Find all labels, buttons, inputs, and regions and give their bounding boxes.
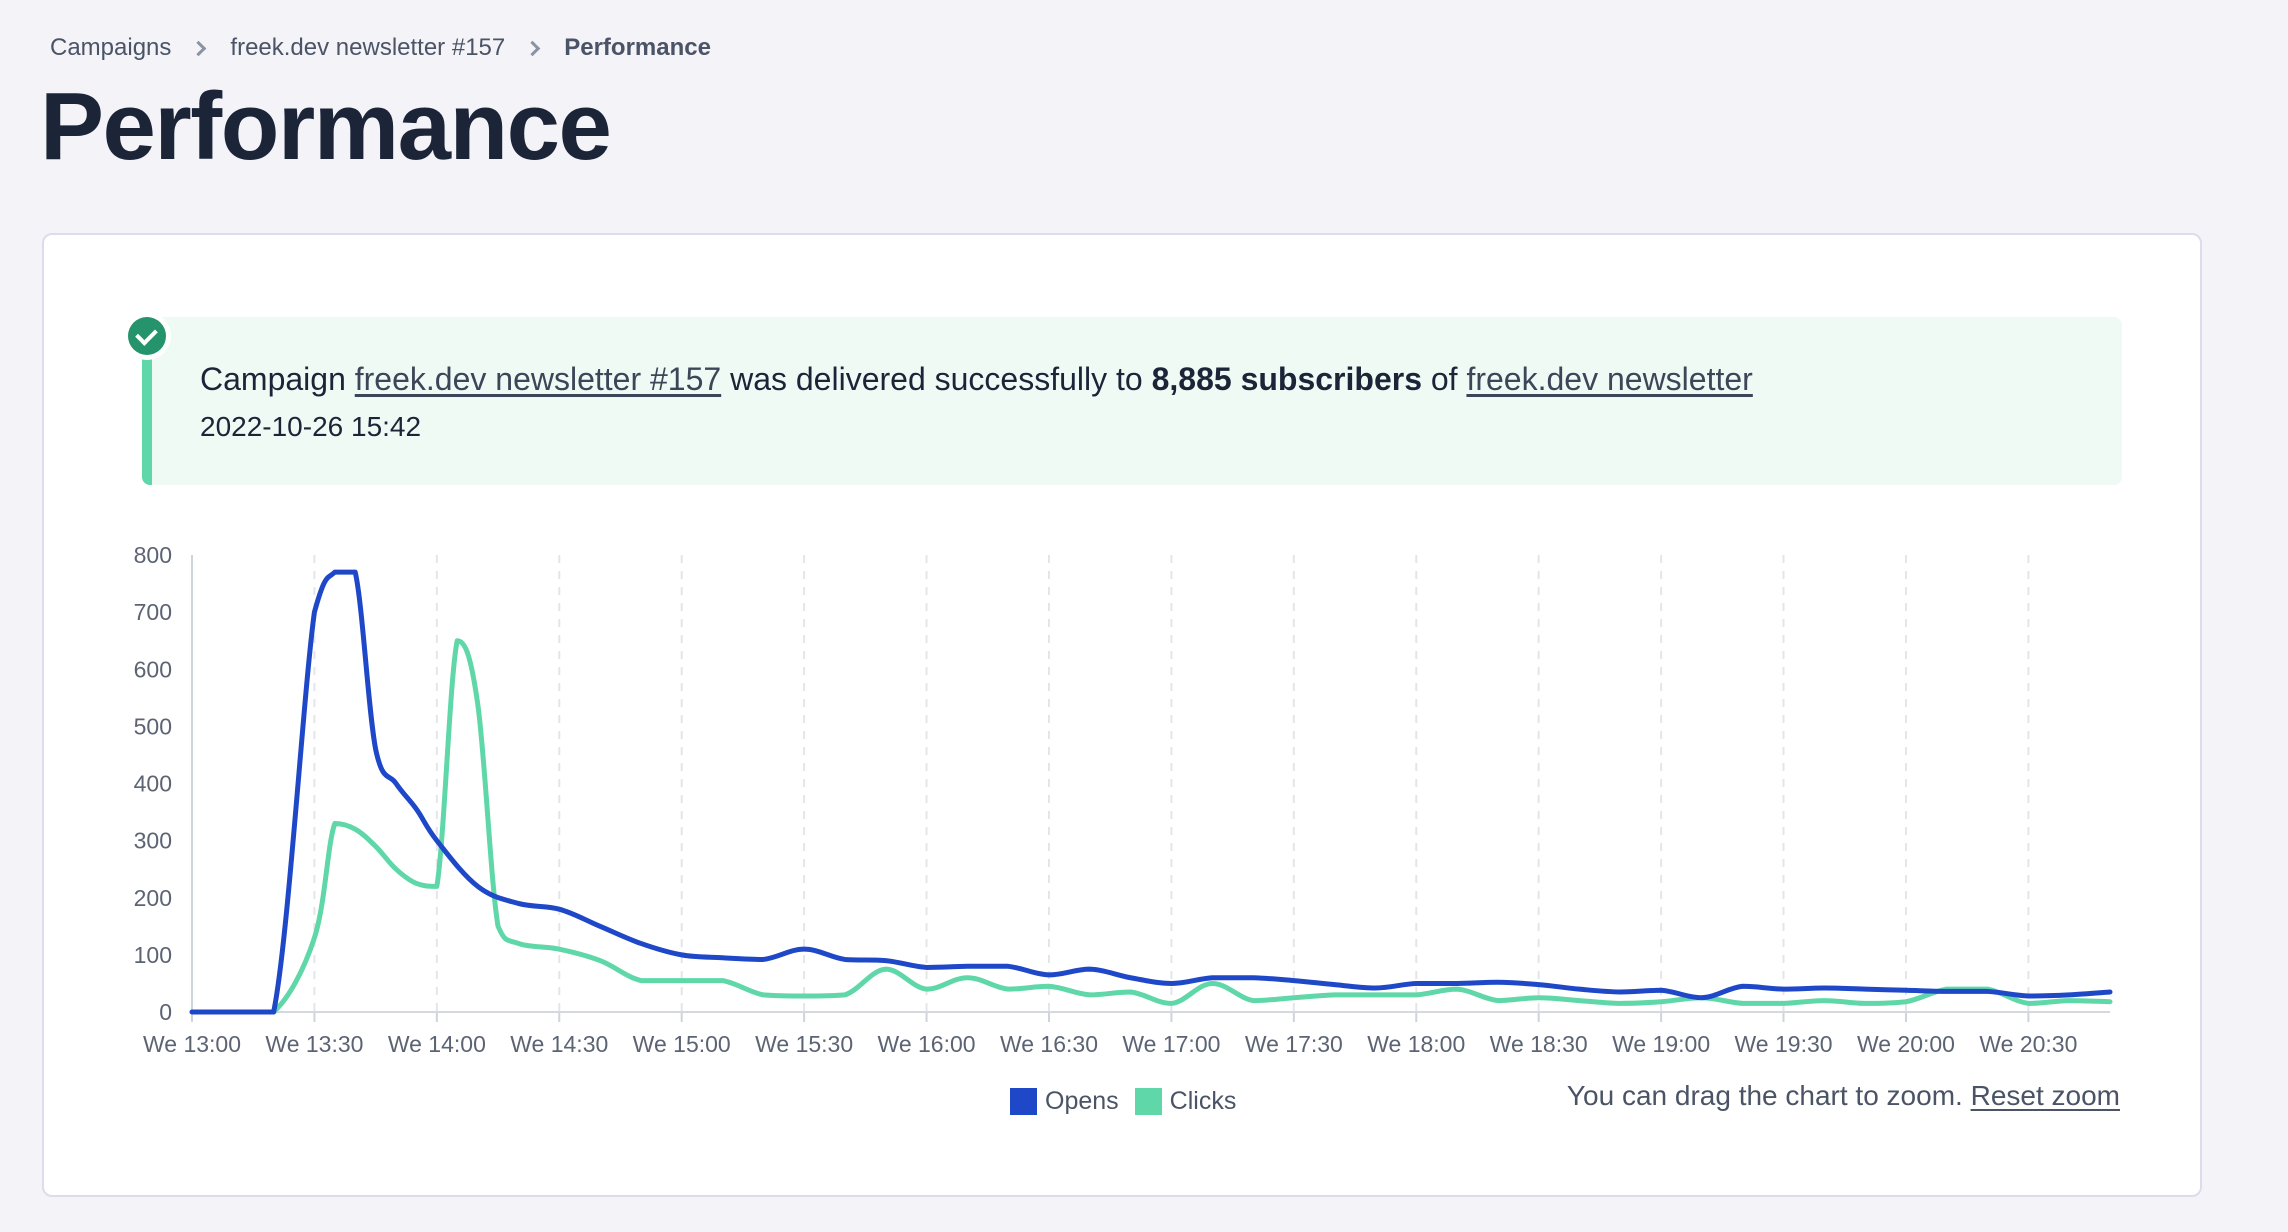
x-tick-label: We 13:00 [143,1031,241,1057]
zoom-hint: You can drag the chart to zoom. [1566,1080,1963,1111]
subscriber-count: 8,885 subscribers [1151,361,1422,397]
list-link[interactable]: freek.dev newsletter [1466,361,1753,397]
y-tick-label: 400 [134,771,172,797]
x-tick-label: We 20:30 [1979,1031,2077,1057]
y-tick-label: 100 [134,942,172,968]
page-title: Performance [40,73,612,180]
success-alert: Campaign freek.dev newsletter #157 was d… [128,317,2122,485]
x-tick-label: We 14:30 [510,1031,608,1057]
chevron-right-icon [524,40,541,56]
x-tick-label: We 15:30 [755,1031,853,1057]
series-line-clicks [189,638,2113,1015]
y-tick-label: 700 [134,599,172,625]
campaign-link[interactable]: freek.dev newsletter #157 [354,361,722,397]
y-tick-label: 800 [134,542,172,568]
x-tick-label: We 13:30 [265,1031,363,1057]
x-tick-label: We 16:00 [878,1031,976,1057]
legend-label-opens: Opens [1045,1087,1119,1115]
legend-item-clicks[interactable]: Clicks [1134,1087,1237,1116]
x-tick-label: We 14:00 [388,1031,486,1057]
legend-item-opens[interactable]: Opens [1010,1087,1119,1116]
breadcrumb-newsletter[interactable]: freek.dev newsletter #157 [230,34,506,61]
y-tick-label: 600 [134,656,172,682]
y-tick-label: 300 [134,828,172,854]
check-circle-icon [128,317,166,355]
legend-swatch-opens [1010,1088,1037,1115]
x-tick-label: We 17:30 [1245,1031,1343,1057]
y-tick-label: 500 [134,713,172,739]
legend-swatch-clicks [1134,1088,1162,1115]
breadcrumb: Campaigns freek.dev newsletter #157 Perf… [50,34,711,62]
alert-message: Campaign freek.dev newsletter #157 was d… [200,361,1753,398]
alert-prefix: Campaign [200,361,346,397]
legend-label-clicks: Clicks [1169,1087,1237,1115]
chevron-right-icon [191,40,207,56]
alert-of: of [1430,361,1458,397]
y-tick-label: 0 [159,999,172,1025]
delivery-timestamp: 2022-10-26 15:42 [200,411,422,442]
reset-zoom-link[interactable]: Reset zoom [1970,1080,2120,1111]
x-tick-label: We 18:30 [1490,1031,1588,1057]
series-line-opens [189,569,2113,1015]
alert-middle: was delivered successfully to [730,361,1143,397]
x-tick-label: We 15:00 [633,1031,731,1057]
x-tick-label: We 17:00 [1122,1031,1220,1057]
chart-legend: Opens Clicks [1010,1087,1252,1116]
performance-chart[interactable]: We 13:00 We 13:30 We 14:00 We 14:30 We 15:00… [44,235,2204,1199]
x-tick-label: We 19:30 [1735,1031,1833,1057]
x-tick-label: We 16:30 [1000,1031,1098,1057]
zoom-note: You can drag the chart to zoom. Reset zo… [1567,1080,2120,1112]
y-tick-label: 200 [134,885,172,911]
breadcrumb-current: Performance [564,34,711,61]
x-tick-label: We 18:00 [1367,1031,1465,1057]
x-tick-label: We 20:00 [1857,1031,1955,1057]
performance-card: Campaign freek.dev newsletter #157 was d… [42,233,2202,1197]
x-tick-label: We 19:00 [1612,1031,1710,1057]
breadcrumb-campaigns[interactable]: Campaigns [50,34,172,61]
